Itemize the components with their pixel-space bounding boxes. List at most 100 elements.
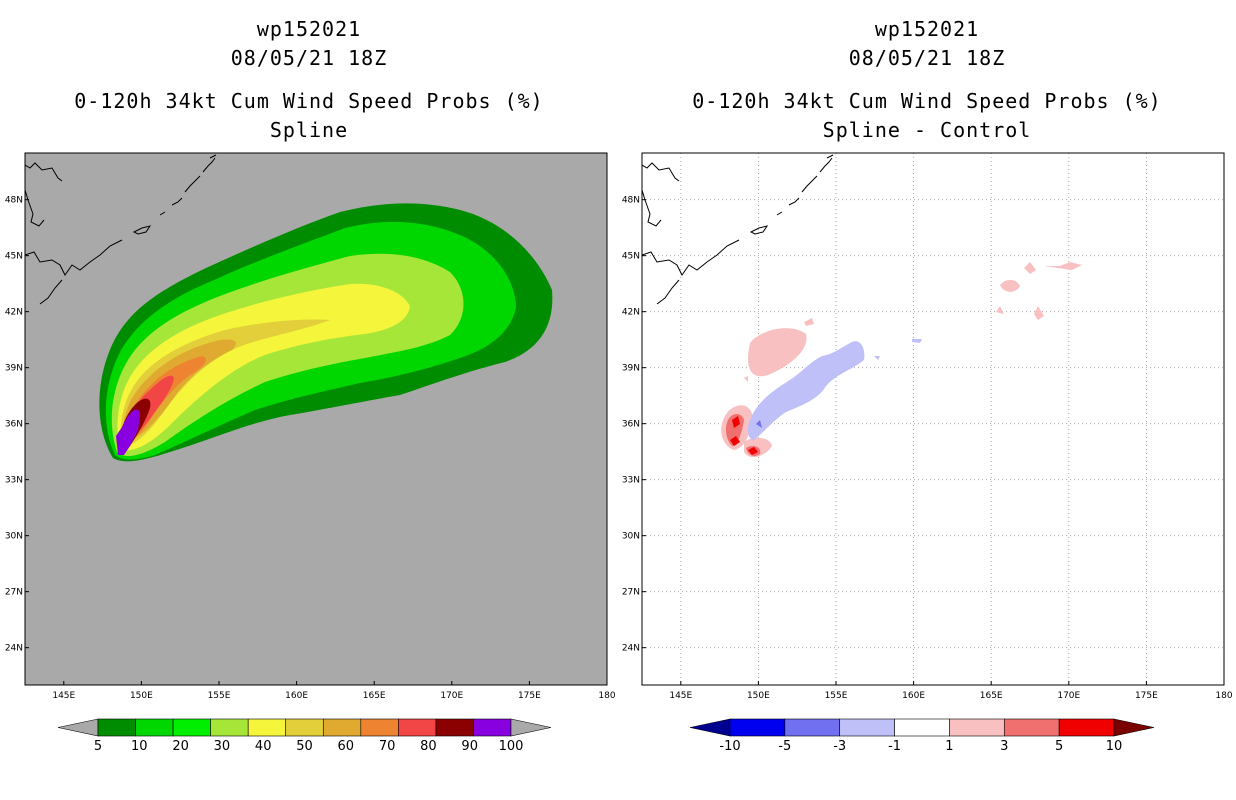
diff-neg-region-3: [874, 356, 880, 360]
right-colorbar-swatch-0: [729, 718, 786, 737]
right-ytick-label-2: 30N: [622, 532, 640, 542]
right-coastline: [642, 154, 834, 305]
left-coastline: [25, 154, 217, 305]
left-xtick-label-4: 165E: [363, 691, 386, 701]
left-colorbar-swatch-5: [285, 718, 324, 737]
diff-pos-region-7: [1024, 262, 1036, 274]
right-ytick-label-7: 45N: [622, 252, 640, 262]
right-difference-contours: [642, 154, 1082, 458]
right-ytick-label-6: 42N: [622, 308, 640, 318]
left-xtick-label-3: 160E: [285, 691, 308, 701]
left-xtick-label-7: 180: [598, 691, 615, 701]
right-colorbar-swatch-1: [784, 718, 841, 737]
diff-neg3-region-1: [756, 420, 762, 428]
left-colorbar-swatch-7: [360, 718, 399, 737]
right-xtick-label-7: 180: [1215, 691, 1232, 701]
left-probability-contours: [25, 154, 553, 462]
contour-30: [117, 283, 410, 451]
right-xtick-label-5: 170E: [1057, 691, 1080, 701]
diff-pos5-region-3: [748, 447, 758, 455]
left-product-title: 0-120h 34kt Cum Wind Speed Probs (%): [74, 89, 544, 113]
right-xtick-label-4: 165E: [980, 691, 1003, 701]
right-map-panel: 145E 150E 155E 160E 165E 170E 175E 180 24N 27N 30N…: [622, 152, 1233, 754]
right-product-subtitle: Spline - Control: [822, 118, 1032, 142]
right-ytick-label-1: 27N: [622, 588, 640, 598]
right-xtick-label-6: 175E: [1135, 691, 1158, 701]
right-colorbar-label-4: 1: [945, 739, 953, 754]
left-colorbar-label-5: 50: [296, 739, 313, 754]
left-colorbar-swatch-4: [247, 718, 287, 737]
diff-pos-region-2: [804, 318, 814, 326]
right-map-frame: [641, 152, 1225, 686]
contour-100: [116, 414, 140, 455]
left-colorbar-label-10: 100: [499, 739, 524, 754]
left-xtick-label-0: 145E: [52, 691, 75, 701]
left-ytick-label-8: 48N: [5, 196, 23, 206]
left-xtick-label-1: 150E: [130, 691, 153, 701]
left-colorbar-label-4: 40: [255, 739, 272, 754]
diff-pos-region-8: [1044, 262, 1082, 270]
right-gridlines: [642, 153, 1224, 685]
diff-pos5-region-2: [730, 436, 740, 446]
right-ytick-label-0: 24N: [622, 644, 640, 654]
right-axis-ticks: 145E 150E 155E 160E 165E 170E 175E 180 24N 27N 30N…: [622, 196, 1233, 701]
left-panel-title: wp152021 08/05/21 18Z 0-120h 34kt Cum Wi…: [0, 15, 618, 145]
left-colorbar-label-1: 10: [131, 739, 148, 754]
left-colorbar-label-3: 30: [214, 739, 231, 754]
left-colorbar-swatch-1: [135, 718, 174, 737]
left-colorbar-label-8: 80: [420, 739, 437, 754]
left-ytick-label-2: 30N: [5, 532, 23, 542]
left-map-frame: [24, 152, 608, 686]
left-colorbar-high-arrow: [510, 718, 552, 737]
left-ytick-label-1: 27N: [5, 588, 23, 598]
right-colorbar-label-6: 5: [1055, 739, 1063, 754]
right-colorbar-swatch-5: [1003, 718, 1060, 737]
right-colorbar-label-7: 10: [1106, 739, 1123, 754]
diff-pos-region-9: [996, 306, 1004, 314]
diff-neg-region-2: [912, 339, 922, 343]
left-axis-ticks: 145E 150E 155E 160E 165E 170E 175E 180 24N 27N 30N…: [5, 196, 616, 701]
contour-40: [120, 319, 330, 446]
diff-pos5-region-1: [732, 416, 740, 428]
right-colorbar-label-5: 3: [1000, 739, 1008, 754]
right-colorbar-label-2: -3: [833, 739, 846, 754]
diff-pos-region-3: [744, 376, 748, 382]
left-colorbar-swatch-3: [210, 718, 249, 737]
right-panel-title: wp152021 08/05/21 18Z 0-120h 34kt Cum Wi…: [618, 15, 1236, 145]
right-ytick-label-4: 36N: [622, 420, 640, 430]
left-colorbar-label-7: 70: [379, 739, 396, 754]
left-colorbar-swatch-9: [435, 718, 474, 737]
left-colorbar: 5 10 20 30 40 50 60 70 80 90 100: [57, 718, 552, 754]
left-colorbar-swatch-0: [97, 718, 136, 737]
left-xtick-label-6: 175E: [518, 691, 541, 701]
left-ytick-label-5: 39N: [5, 364, 23, 374]
left-ytick-label-0: 24N: [5, 644, 23, 654]
right-colorbar-swatch-4: [949, 718, 1005, 737]
left-colorbar-swatch-10: [473, 718, 512, 737]
left-ytick-label-7: 45N: [5, 252, 23, 262]
left-ytick-label-3: 33N: [5, 476, 23, 486]
right-colorbar: -10 -5 -3 -1 1 3 5 10: [689, 718, 1155, 754]
left-map-panel: 145E 150E 155E 160E 165E 170E 175E 180 24N 27N 30N…: [5, 152, 616, 754]
right-xtick-label-2: 155E: [825, 691, 848, 701]
right-colorbar-label-0: -10: [719, 739, 740, 754]
left-colorbar-swatch-2: [172, 718, 211, 737]
left-date: 08/05/21 18Z: [230, 46, 388, 70]
diff-pos-region-10: [1034, 306, 1044, 320]
right-colorbar-swatch-3: [894, 718, 950, 737]
diff-pos-region-6: [1000, 279, 1020, 292]
right-date: 08/05/21 18Z: [848, 46, 1006, 70]
left-colorbar-label-6: 60: [338, 739, 355, 754]
right-ytick-label-8: 48N: [622, 196, 640, 206]
left-ytick-label-6: 42N: [5, 308, 23, 318]
right-xtick-label-0: 145E: [669, 691, 692, 701]
right-colorbar-label-3: -1: [888, 739, 901, 754]
left-storm-id: wp152021: [256, 17, 362, 41]
diff-pos-region-1: [748, 328, 807, 377]
left-colorbar-label-9: 90: [461, 739, 478, 754]
left-xtick-label-2: 155E: [208, 691, 231, 701]
left-colorbar-swatch-8: [398, 718, 437, 737]
right-xtick-label-1: 150E: [747, 691, 770, 701]
left-ytick-label-4: 36N: [5, 420, 23, 430]
